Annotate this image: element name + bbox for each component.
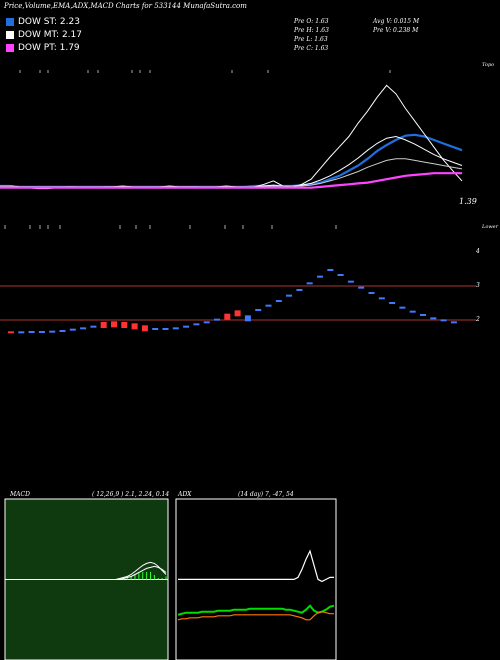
last-price-label: 1.39 [459,197,477,206]
macd-label: MACD [10,491,30,498]
price-series-line-3 [0,158,463,188]
renko-box [234,310,241,317]
bottom-side-label: Lower [482,224,498,230]
renko-box [152,328,159,330]
renko-box [286,294,293,297]
renko-box [90,325,97,328]
legend-swatch-mt [6,31,14,39]
renko-box [399,306,406,309]
legend-label-mt: DOW MT: 2.17 [18,30,82,40]
legend-swatch-st [6,18,14,26]
renko-box [162,328,169,330]
renko-box [69,328,76,331]
price-series-line-4 [0,172,462,189]
renko-box [296,289,303,291]
renko-box [420,314,426,316]
renko-box [80,327,87,330]
renko-box [409,310,416,313]
renko-tick-2: 2 [476,316,480,323]
renko-box [317,275,323,278]
adx-series-line-0 [178,549,334,583]
renko-box [141,325,148,332]
renko-box [389,302,396,304]
adx-series-line-2 [177,611,334,621]
chart-title: Price,Volume,EMA,ADX,MACD Charts for 533… [4,2,247,10]
macd-params: ( 12,26,9 ) 2.1, 2.24, 0.14 [92,491,170,498]
renko-box [214,318,220,321]
renko-box [244,315,251,322]
renko-box [337,274,344,276]
renko-box [224,313,231,320]
legend-swatch-pt [6,44,14,52]
renko-box [450,321,457,324]
renko-box [38,331,45,333]
renko-box [8,331,14,334]
renko-box [203,321,210,324]
info-pre-volume: Pre V: 0.238 M [373,27,419,34]
renko-tick-4: 4 [476,248,480,255]
renko-box [111,321,117,328]
info-pre-high: Pre H: 1.63 [294,27,329,34]
renko-box [59,330,66,332]
adx-label: ADX [178,491,192,498]
renko-box [430,317,437,320]
renko-box [378,297,385,300]
renko-tick-3: 3 [476,282,480,289]
macd-line-1 [7,565,167,580]
renko-box [131,323,138,330]
renko-box [368,292,375,294]
renko-box [358,286,365,289]
renko-box [49,330,56,333]
legend-dow-pt: DOW PT: 1.79 [6,43,80,53]
adx-series-line-1 [177,604,335,616]
legend-dow-mt: DOW MT: 2.17 [6,30,82,40]
renko-box [172,327,179,330]
renko-box [183,325,190,328]
legend-dow-st: DOW ST: 2.23 [6,17,80,27]
renko-box [347,280,354,283]
renko-box [306,282,313,285]
info-pre-low: Pre L: 1.63 [294,36,328,43]
renko-box [327,269,334,271]
info-pre-open: Pre O: 1.63 [294,18,329,25]
renko-box [193,323,200,326]
top-side-label: Topo [482,62,495,68]
adx-params: (14 day) 7, -47, 54 [238,491,294,498]
renko-box [440,319,447,322]
legend-label-pt: DOW PT: 1.79 [18,43,80,53]
renko-box [265,304,272,307]
renko-box [18,331,25,334]
renko-box [28,331,35,333]
legend-label-st: DOW ST: 2.23 [18,17,80,27]
info-pre-close: Pre C: 1.63 [294,45,329,52]
renko-box [275,300,282,302]
info-avg-volume: Avg V: 0.015 M [373,18,420,25]
price-series-line-2 [0,135,463,188]
renko-box [255,309,262,311]
renko-box [100,322,107,328]
renko-box [121,322,128,328]
